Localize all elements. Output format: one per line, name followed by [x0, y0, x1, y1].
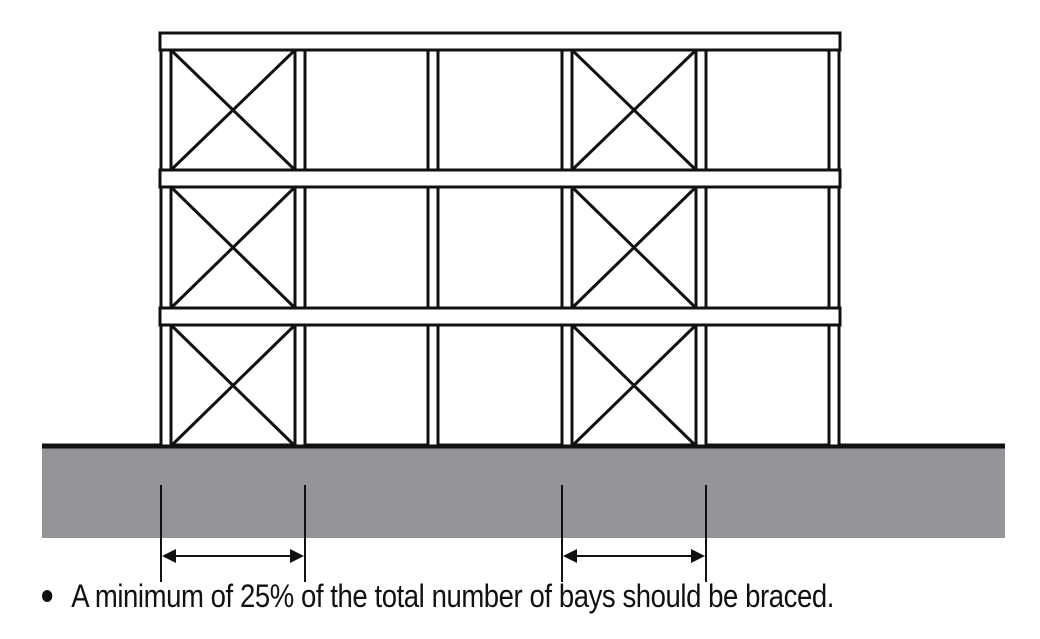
- column: [295, 325, 305, 446]
- beam-roof: [160, 33, 840, 50]
- column: [295, 50, 305, 170]
- bracing-bay-4: [572, 50, 696, 446]
- column: [696, 50, 706, 170]
- column: [829, 187, 839, 308]
- column: [428, 50, 438, 170]
- column: [562, 50, 572, 170]
- column: [696, 325, 706, 446]
- columns: [161, 50, 839, 446]
- column: [829, 325, 839, 446]
- column: [161, 187, 171, 308]
- caption: A minimum of 25% of the total number of …: [42, 578, 834, 615]
- column: [295, 187, 305, 308]
- column: [829, 50, 839, 170]
- ground-slab: [42, 448, 1005, 538]
- bullet-icon: [42, 590, 52, 602]
- column: [696, 187, 706, 308]
- column: [161, 50, 171, 170]
- arrow-head-left: [162, 549, 176, 563]
- bracing-bay-1: [171, 50, 295, 446]
- column: [562, 325, 572, 446]
- column: [428, 187, 438, 308]
- caption-text: A minimum of 25% of the total number of …: [71, 578, 834, 614]
- column: [428, 325, 438, 446]
- beam-level-2: [160, 170, 840, 187]
- arrow-head-right: [290, 549, 304, 563]
- arrow-head-left: [563, 549, 577, 563]
- arrow-head-right: [691, 549, 705, 563]
- column: [161, 325, 171, 446]
- column: [562, 187, 572, 308]
- beam-level-1: [160, 308, 840, 325]
